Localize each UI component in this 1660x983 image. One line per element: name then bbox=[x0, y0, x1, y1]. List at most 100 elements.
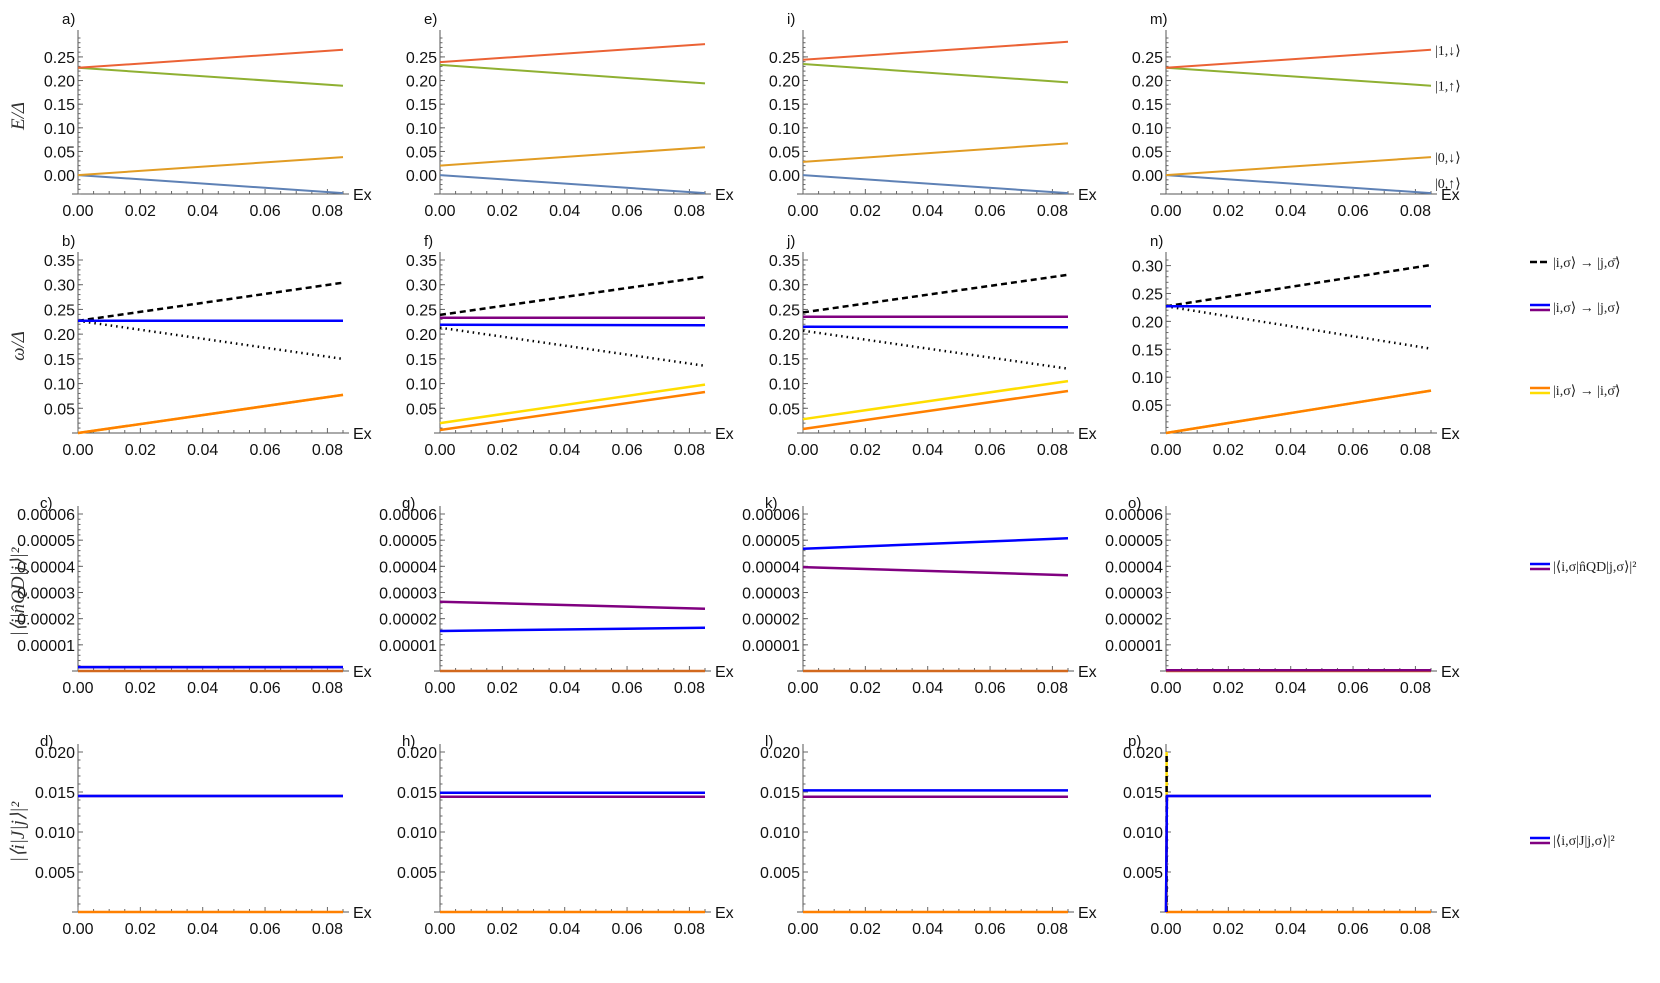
y-tick-label: 0.20 bbox=[1132, 74, 1163, 91]
x-tick-label: 0.08 bbox=[1037, 680, 1068, 697]
y-tick-label: 0.15 bbox=[1132, 342, 1163, 359]
x-tick-label: 0.08 bbox=[312, 442, 343, 459]
y-tick-label: 0.20 bbox=[769, 327, 800, 344]
x-tick-label: 0.04 bbox=[187, 442, 218, 459]
series-line bbox=[802, 329, 1069, 370]
x-tick-label: 0.08 bbox=[1400, 442, 1431, 459]
x-tick-label: 0.06 bbox=[1337, 203, 1368, 220]
series-line bbox=[439, 275, 706, 317]
panel-i: 0.00 0.02 0.04 0.06 0.08 0.00 0.05 0.10 0.15 0.20… bbox=[769, 11, 1097, 220]
x-tick-label: 0.04 bbox=[187, 921, 218, 938]
x-tick-label: 0.04 bbox=[549, 442, 580, 459]
y-tick-label: 0.00002 bbox=[742, 612, 800, 629]
series-line bbox=[77, 66, 344, 87]
y-tick-label: 0.35 bbox=[769, 253, 800, 270]
panel-g: 0.00 0.02 0.04 0.06 0.08 0.00001 0.00002 0.0000… bbox=[379, 495, 734, 697]
panel-e: 0.00 0.02 0.04 0.06 0.08 0.00 0.05 0.10 0.15 0.20… bbox=[406, 11, 734, 220]
row-3-y-axis-label: |⟨i|J|j⟩|² bbox=[8, 801, 29, 862]
panel-label: e) bbox=[424, 11, 437, 28]
y-tick-label: 0.020 bbox=[1123, 745, 1163, 762]
y-tick-label: 0.005 bbox=[397, 865, 437, 882]
x-tick-label: 0.00 bbox=[424, 680, 455, 697]
series-line bbox=[439, 600, 706, 610]
y-tick-label: 0.25 bbox=[1132, 286, 1163, 303]
x-tick-label: 0.08 bbox=[1400, 680, 1431, 697]
series-line bbox=[1165, 263, 1432, 308]
y-tick-label: 0.020 bbox=[35, 745, 75, 762]
series-line bbox=[1165, 156, 1432, 177]
series-line bbox=[439, 43, 706, 64]
y-tick-label: 0.00006 bbox=[1105, 507, 1163, 524]
y-tick-label: 0.00005 bbox=[17, 533, 75, 550]
x-tick-label: 0.08 bbox=[674, 442, 705, 459]
x-tick-label: 0.02 bbox=[487, 442, 518, 459]
y-tick-label: 0.005 bbox=[760, 865, 800, 882]
series-line bbox=[1165, 174, 1432, 195]
x-axis-label: Ex bbox=[353, 426, 372, 443]
y-tick-label: 0.30 bbox=[1132, 259, 1163, 276]
y-tick-label: 0.00005 bbox=[379, 533, 437, 550]
y-tick-label: 0.25 bbox=[44, 50, 75, 67]
y-tick-label: 0.00005 bbox=[1105, 533, 1163, 550]
y-tick-label: 0.25 bbox=[406, 50, 437, 67]
row-1-y-axis-label: ω/Δ bbox=[8, 331, 29, 361]
series-line bbox=[77, 156, 344, 177]
panel-m: 0.00 0.02 0.04 0.06 0.08 0.00 0.05 0.10 0.15 0.20… bbox=[1132, 11, 1461, 220]
panel-o: 0.00 0.02 0.04 0.06 0.08 0.00001 0.00002 0.0000… bbox=[1105, 495, 1460, 697]
x-axis-label: Ex bbox=[1441, 664, 1460, 681]
y-tick-label: 0.005 bbox=[1123, 865, 1163, 882]
y-tick-label: 0.15 bbox=[406, 352, 437, 369]
x-tick-label: 0.08 bbox=[312, 203, 343, 220]
y-tick-label: 0.00004 bbox=[17, 559, 75, 576]
x-tick-label: 0.00 bbox=[1150, 203, 1181, 220]
x-tick-label: 0.08 bbox=[1037, 442, 1068, 459]
x-tick-label: 0.06 bbox=[974, 442, 1005, 459]
y-tick-label: 0.010 bbox=[1123, 825, 1163, 842]
series-line bbox=[439, 383, 706, 425]
y-tick-label: 0.15 bbox=[1132, 97, 1163, 114]
x-tick-label: 0.00 bbox=[1150, 680, 1181, 697]
y-tick-label: 0.20 bbox=[44, 327, 75, 344]
y-tick-label: 0.00004 bbox=[742, 559, 800, 576]
panel-label: n) bbox=[1150, 233, 1163, 250]
x-tick-label: 0.00 bbox=[424, 442, 455, 459]
y-tick-label: 0.10 bbox=[769, 121, 800, 138]
panel-a: 0.00 0.02 0.04 0.06 0.08 0.00 0.05 0.10 0.15 0.20… bbox=[44, 11, 372, 220]
y-tick-label: 0.00006 bbox=[17, 507, 75, 524]
x-tick-label: 0.02 bbox=[850, 442, 881, 459]
x-axis-label: Ex bbox=[715, 905, 734, 922]
x-axis-label: Ex bbox=[1078, 905, 1097, 922]
panel-d: 0.00 0.02 0.04 0.06 0.08 0.005 0.010 0.015 0.020… bbox=[35, 733, 372, 938]
x-axis-label: Ex bbox=[715, 426, 734, 443]
row-2-y-axis-label: |⟨i|n̂QD|j⟩|² bbox=[8, 547, 29, 636]
y-tick-label: 0.00002 bbox=[17, 612, 75, 629]
x-tick-label: 0.00 bbox=[787, 921, 818, 938]
y-tick-label: 0.015 bbox=[1123, 785, 1163, 802]
series-line bbox=[77, 48, 344, 69]
y-tick-label: 0.35 bbox=[44, 253, 75, 270]
panel-c: 0.00 0.02 0.04 0.06 0.08 0.00001 0.00002 0.0000… bbox=[17, 495, 372, 697]
panel-label: d) bbox=[40, 733, 53, 750]
y-tick-label: 0.10 bbox=[406, 121, 437, 138]
panel-label: h) bbox=[402, 733, 415, 750]
x-tick-label: 0.08 bbox=[1037, 203, 1068, 220]
y-tick-label: 0.15 bbox=[406, 97, 437, 114]
y-tick-label: 0.25 bbox=[44, 302, 75, 319]
x-tick-label: 0.02 bbox=[850, 921, 881, 938]
x-tick-label: 0.08 bbox=[674, 203, 705, 220]
y-tick-label: 0.010 bbox=[35, 825, 75, 842]
y-tick-label: 0.10 bbox=[44, 121, 75, 138]
series-line bbox=[1165, 48, 1432, 69]
x-axis-label: Ex bbox=[715, 664, 734, 681]
x-tick-label: 0.04 bbox=[912, 442, 943, 459]
panel-label: p) bbox=[1128, 733, 1141, 750]
y-tick-label: 0.15 bbox=[44, 352, 75, 369]
x-tick-label: 0.04 bbox=[912, 921, 943, 938]
series-line bbox=[1164, 794, 1431, 913]
x-tick-label: 0.06 bbox=[611, 921, 642, 938]
x-axis-label: Ex bbox=[1441, 426, 1460, 443]
y-tick-label: 0.05 bbox=[1132, 398, 1163, 415]
x-tick-label: 0.02 bbox=[1213, 921, 1244, 938]
x-tick-label: 0.02 bbox=[125, 680, 156, 697]
y-tick-label: 0.00002 bbox=[1105, 612, 1163, 629]
